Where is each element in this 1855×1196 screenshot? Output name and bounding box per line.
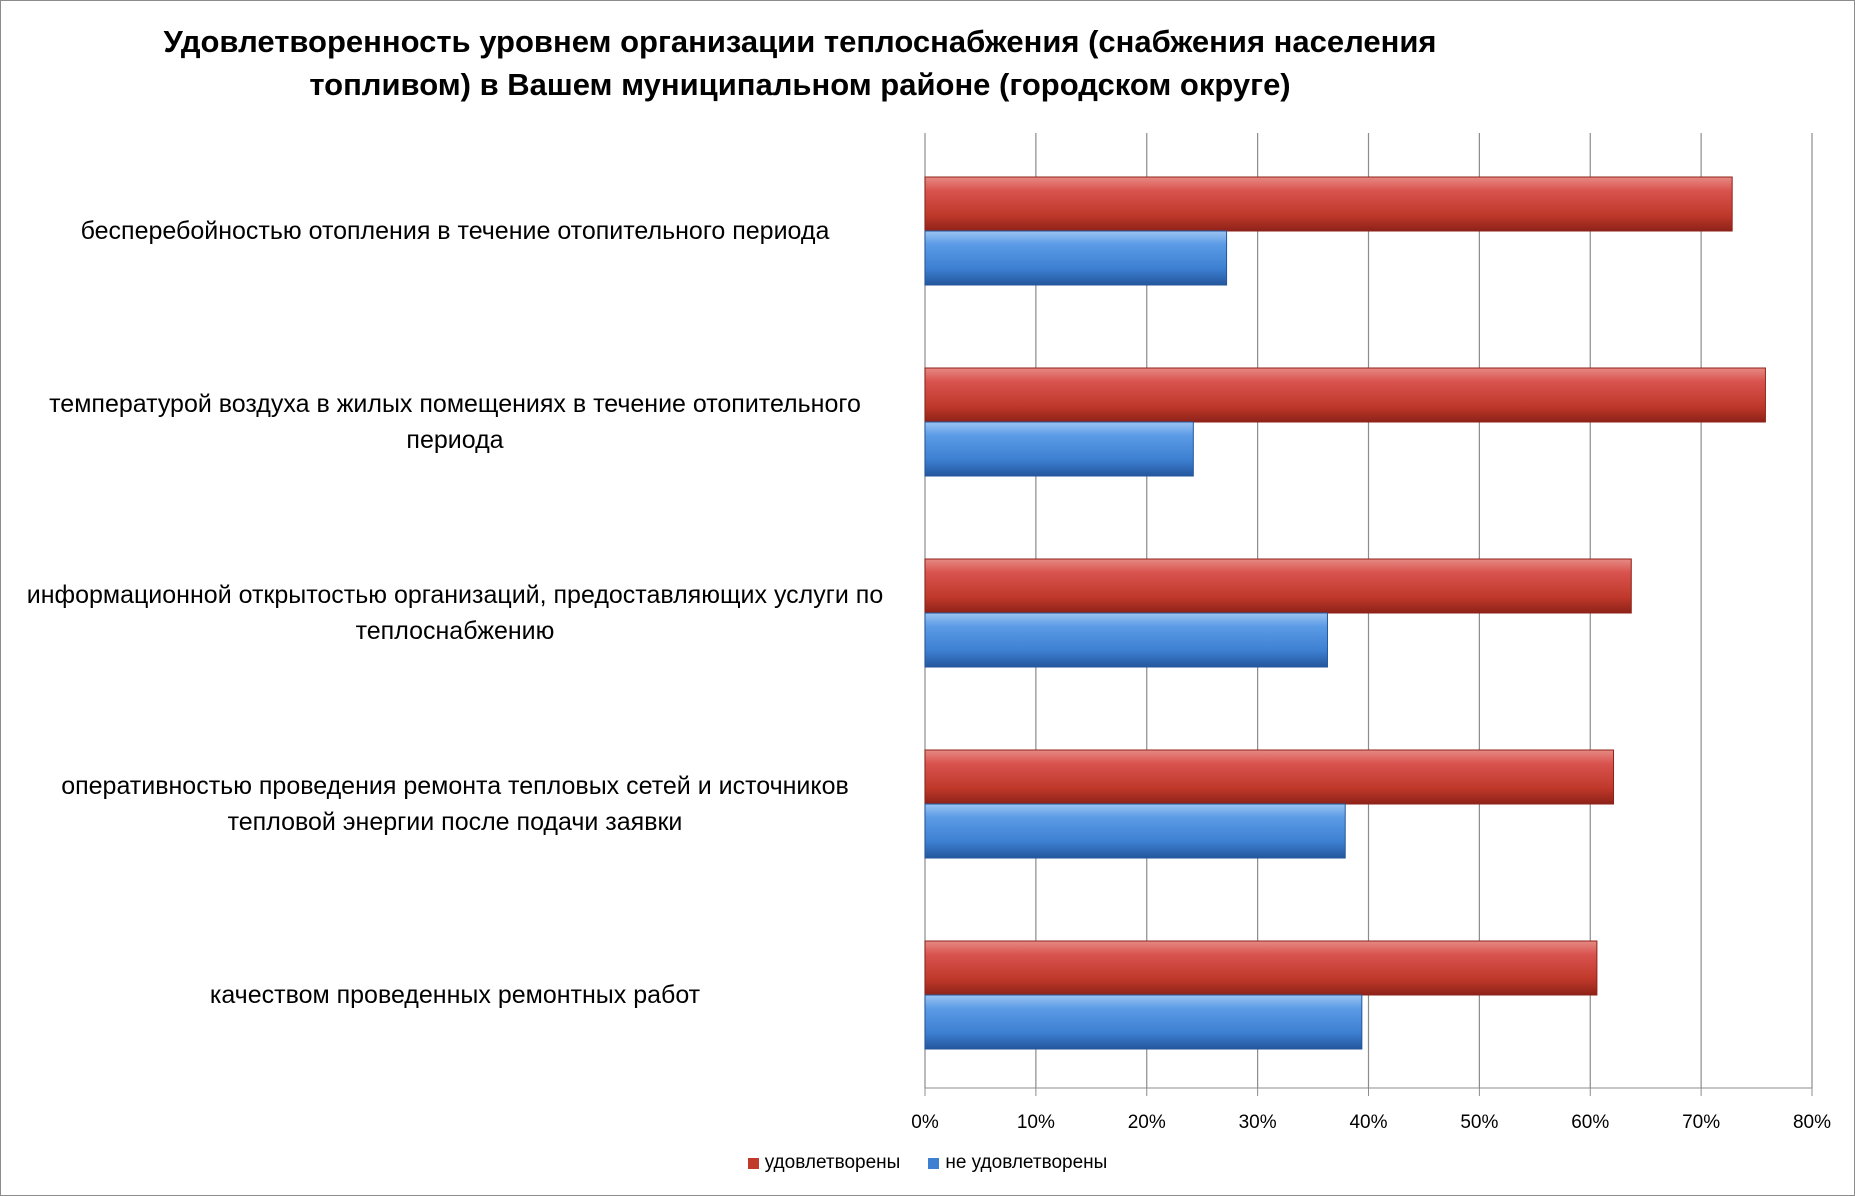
bar-not-satisfied (924, 230, 1228, 286)
bar-not-satisfied (924, 994, 1363, 1050)
x-tick-label: 10% (1017, 1112, 1055, 1133)
category-label: информационной открытостью организаций, … (26, 581, 884, 645)
category-label: оперативностью проведения ремонта теплов… (61, 772, 849, 836)
legend: удовлетворены не удовлетворены (0, 1152, 1855, 1174)
x-tick-label: 20% (1128, 1112, 1166, 1133)
category-label: температурой воздуха в жилых помещениях … (49, 390, 861, 454)
bar-not-satisfied (924, 803, 1346, 859)
legend-item-satisfied: удовлетворены (747, 1152, 901, 1174)
bar-not-satisfied (924, 421, 1194, 477)
x-tick-label: 70% (1682, 1112, 1720, 1133)
bar-not-satisfied (924, 612, 1328, 668)
bar-satisfied (924, 940, 1598, 996)
category-label: качеством проведенных ремонтных работ (209, 981, 701, 1009)
x-tick-label: 50% (1460, 1112, 1498, 1133)
chart-title: Удовлетворенность уровнем организации те… (163, 24, 1437, 102)
legend-label-satisfied: удовлетворены (764, 1152, 901, 1173)
legend-item-not-satisfied: не удовлетворены (928, 1152, 1107, 1174)
bar-satisfied (924, 558, 1632, 614)
bar-satisfied (924, 367, 1766, 423)
x-tick-label: 0% (911, 1112, 939, 1133)
x-tick-label: 40% (1349, 1112, 1387, 1133)
bar-satisfied (924, 749, 1615, 805)
legend-swatch-not-satisfied (928, 1157, 940, 1169)
x-tick-label: 80% (1793, 1112, 1831, 1133)
x-tick-label: 60% (1571, 1112, 1609, 1133)
category-label: бесперебойностью отопления в течение ото… (80, 217, 830, 245)
bar-satisfied (924, 176, 1733, 232)
legend-label-not-satisfied: не удовлетворены (945, 1152, 1108, 1173)
legend-swatch-satisfied (747, 1157, 759, 1169)
x-tick-label: 30% (1239, 1112, 1277, 1133)
